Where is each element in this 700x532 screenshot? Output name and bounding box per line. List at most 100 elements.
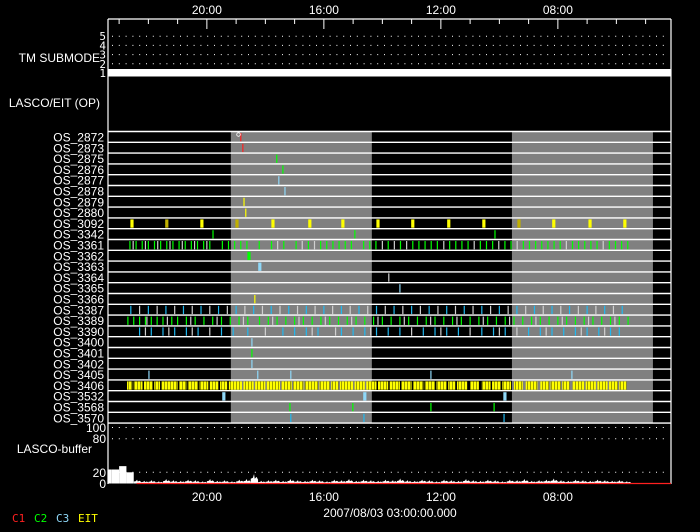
event-mark: [305, 327, 307, 336]
event-mark: [472, 305, 474, 315]
legend-item-c3: C3: [56, 512, 69, 525]
row-label: OS_3389: [53, 314, 104, 328]
event-mark: [174, 327, 176, 336]
buffer-bar: [601, 480, 610, 484]
event-block-texture: [127, 381, 133, 390]
buffer-bar: [448, 480, 456, 484]
event-mark: [583, 316, 585, 325]
event-mark: [127, 316, 129, 325]
event-mark: [370, 327, 372, 336]
event-mark: [545, 327, 547, 336]
event-block-texture: [220, 381, 228, 390]
event-mark: [341, 219, 345, 228]
lasco-eit-label: LASCO/EIT (OP): [9, 96, 100, 110]
event-mark: [541, 241, 543, 250]
event-mark: [533, 305, 536, 315]
event-block-texture: [456, 381, 468, 390]
event-mark: [469, 327, 471, 336]
event-mark: [190, 316, 192, 325]
event-mark: [238, 316, 240, 325]
event-mark: [150, 327, 152, 336]
event-mark: [278, 176, 280, 185]
buffer-bar: [338, 480, 346, 484]
event-mark: [434, 316, 436, 325]
x-tick-label-top: 12:00: [426, 3, 456, 17]
event-block-texture: [448, 381, 456, 390]
event-mark: [364, 316, 366, 325]
event-mark: [492, 327, 495, 336]
event-mark: [227, 241, 230, 250]
event-mark: [604, 327, 606, 336]
event-mark: [430, 316, 432, 325]
event-mark: [324, 316, 326, 325]
event-mark: [285, 316, 287, 325]
event-mark: [169, 241, 171, 250]
event-mark: [156, 305, 158, 315]
event-mark: [320, 241, 322, 250]
event-mark: [522, 316, 524, 325]
event-mark: [157, 241, 159, 250]
event-mark: [184, 241, 186, 250]
event-mark: [301, 241, 303, 250]
buffer-bar: [272, 479, 280, 484]
event-mark: [467, 241, 469, 250]
event-mark: [412, 241, 414, 250]
event-mark: [270, 305, 272, 315]
row-label: OS_3363: [53, 260, 104, 274]
event-block-texture: [513, 381, 523, 390]
buffer-bar: [396, 478, 405, 484]
event-mark: [323, 305, 325, 315]
event-mark: [329, 316, 331, 325]
event-mark: [504, 327, 506, 336]
event-mark: [177, 316, 179, 325]
event-mark: [557, 316, 559, 325]
event-mark: [503, 392, 507, 401]
event-mark: [451, 316, 454, 325]
event-mark: [561, 316, 563, 325]
event-mark: [282, 327, 284, 336]
event-mark: [320, 316, 322, 325]
buffer-bar: [287, 479, 295, 484]
event-mark: [172, 241, 174, 250]
event-block-texture: [424, 381, 436, 390]
event-mark: [530, 316, 533, 325]
event-mark: [352, 327, 354, 336]
event-mark: [222, 392, 226, 401]
event-mark: [166, 316, 168, 325]
row-label: OS_3402: [53, 357, 104, 371]
event-mark: [156, 316, 158, 325]
event-mark: [354, 230, 356, 239]
event-block-texture: [540, 381, 550, 390]
event-mark: [258, 316, 261, 325]
event-mark: [375, 305, 378, 315]
event-mark: [440, 327, 442, 336]
event-mark: [288, 305, 290, 315]
buffer-bar: [353, 480, 361, 484]
buffer-bar: [506, 479, 514, 484]
event-mark: [372, 316, 375, 325]
event-mark: [346, 316, 348, 325]
event-mark: [358, 305, 360, 315]
buffer-bar: [455, 480, 463, 484]
buffer-bar: [236, 479, 244, 484]
event-mark: [311, 327, 313, 336]
shaded-interval: [511, 131, 653, 424]
event-mark: [282, 165, 284, 174]
event-mark: [481, 327, 483, 336]
event-mark: [504, 316, 506, 325]
event-mark: [418, 241, 420, 250]
event-mark: [547, 241, 549, 250]
event-block-texture: [377, 381, 389, 390]
event-mark: [168, 327, 170, 336]
event-mark: [197, 327, 199, 336]
buffer-y-tick: 100: [86, 421, 106, 435]
row-label: OS_2879: [53, 195, 104, 209]
event-block-texture: [562, 381, 570, 390]
buffer-bar: [316, 480, 324, 484]
event-mark: [283, 241, 285, 250]
buffer-bar: [214, 480, 222, 484]
event-mark: [574, 327, 577, 336]
event-mark: [571, 241, 574, 250]
event-mark: [551, 305, 553, 315]
event-mark: [246, 241, 248, 250]
